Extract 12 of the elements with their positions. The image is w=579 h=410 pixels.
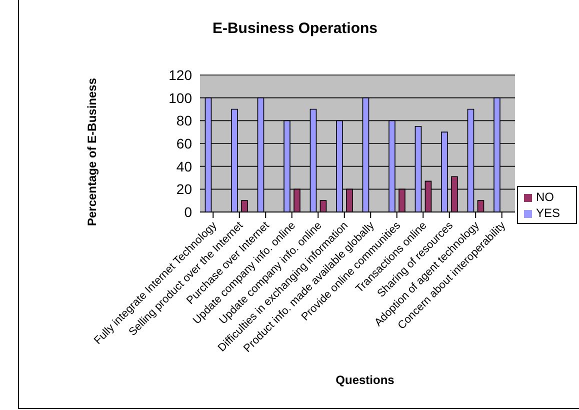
y-tick-label: 120 <box>168 66 192 83</box>
y-axis-title: Percentage of E-Business <box>85 78 99 226</box>
y-tick-label: 0 <box>184 204 192 220</box>
y-tick-label: 80 <box>176 112 192 129</box>
x-axis-title: Questions <box>334 373 396 387</box>
y-tick-label: 20 <box>176 181 192 198</box>
y-tick-label: 100 <box>168 90 192 106</box>
chart-title: E-Business Operations <box>211 20 379 37</box>
legend-label: YES <box>536 206 560 220</box>
y-tick-label: 60 <box>176 135 192 152</box>
legend-label: NO <box>536 190 554 204</box>
y-tick-label: 40 <box>176 158 192 174</box>
